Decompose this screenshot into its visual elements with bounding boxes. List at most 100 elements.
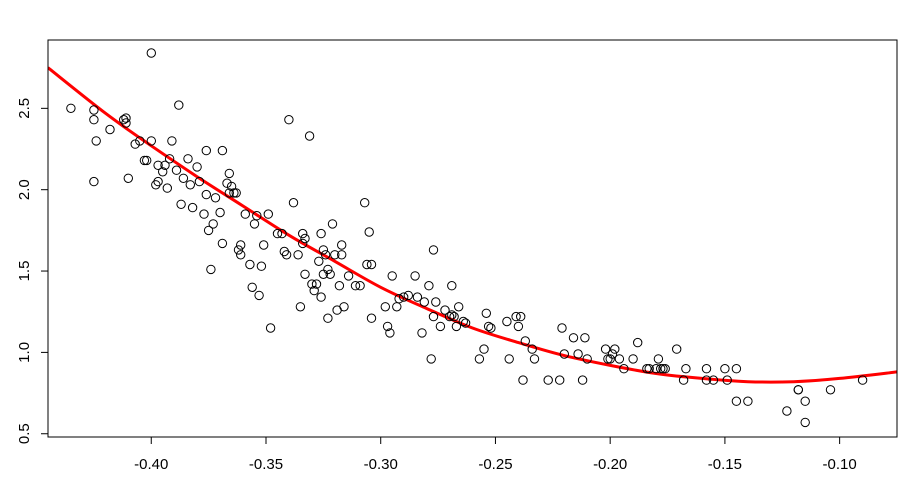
data-point (387, 271, 397, 281)
data-point (233, 245, 244, 255)
data-point (529, 354, 540, 364)
data-point (412, 292, 423, 302)
data-point (520, 336, 530, 346)
data-point (167, 136, 177, 146)
data-point (151, 180, 161, 190)
data-point (394, 294, 404, 304)
data-point (304, 131, 315, 141)
data-point (323, 313, 333, 323)
data-point (142, 155, 152, 166)
data-point (252, 211, 262, 221)
data-point (417, 328, 427, 338)
data-point (325, 269, 335, 279)
data-point (272, 228, 283, 239)
data-point (403, 290, 413, 301)
data-point (231, 188, 241, 198)
data-point (382, 321, 393, 332)
data-point (229, 188, 239, 198)
data-point (449, 311, 459, 322)
y-tick-label: 2.5 (16, 98, 33, 119)
data-point (89, 105, 99, 115)
data-point (316, 292, 326, 302)
data-point (628, 354, 638, 364)
data-point (428, 311, 439, 322)
data-point (447, 281, 457, 291)
data-point (298, 238, 308, 249)
data-point (568, 333, 579, 343)
data-point (454, 302, 464, 312)
x-tick-label: -0.40 (134, 456, 168, 473)
data-point (307, 279, 317, 289)
data-point (355, 281, 365, 291)
data-point (366, 313, 377, 323)
data-point (782, 406, 792, 416)
data-point (236, 250, 246, 260)
data-point (701, 375, 712, 385)
data-point (199, 209, 209, 219)
data-point (731, 364, 742, 374)
data-point (236, 240, 246, 250)
data-point (265, 323, 276, 333)
data-point (451, 321, 462, 332)
y-tick-label: 2.0 (16, 179, 33, 200)
data-point (651, 364, 661, 374)
plot-frame (47, 39, 898, 438)
data-point (139, 155, 150, 166)
data-point (435, 321, 446, 332)
data-point (162, 183, 173, 193)
data-point (183, 154, 193, 164)
data-point (644, 364, 654, 374)
data-point (256, 261, 267, 271)
data-point (210, 193, 221, 203)
data-point (800, 396, 810, 406)
data-point (226, 181, 237, 192)
data-point (158, 167, 168, 177)
data-point (279, 246, 289, 257)
data-point (277, 228, 287, 239)
data-point (259, 240, 269, 250)
data-point (504, 354, 514, 364)
data-point (424, 281, 434, 291)
data-point (314, 256, 324, 266)
data-point (444, 311, 455, 322)
data-point (153, 160, 163, 171)
data-point (656, 364, 666, 374)
data-point (460, 318, 471, 328)
data-point (447, 310, 457, 320)
data-point (486, 323, 496, 333)
data-point (513, 321, 524, 332)
data-point (399, 292, 409, 302)
y-tick-label: 0.5 (16, 423, 33, 444)
data-point (343, 271, 354, 281)
data-point (431, 297, 441, 307)
x-tick-label: -0.20 (593, 456, 627, 473)
data-point (642, 364, 652, 374)
data-point (281, 250, 292, 260)
data-point (171, 165, 182, 175)
data-point (89, 115, 99, 125)
x-tick-label: -0.15 (708, 456, 742, 473)
data-point (555, 375, 565, 385)
data-point (247, 282, 257, 292)
data-point (330, 250, 340, 260)
data-point (392, 302, 402, 312)
data-point (91, 136, 101, 146)
data-point (224, 188, 235, 198)
data-point (857, 375, 868, 385)
data-point (240, 209, 251, 219)
data-point (298, 228, 308, 239)
data-point (793, 385, 803, 395)
data-point (164, 154, 175, 164)
data-point (600, 344, 611, 354)
data-point (284, 115, 294, 125)
data-point (130, 139, 140, 149)
data-point (121, 118, 131, 128)
data-point (527, 344, 537, 354)
data-point (288, 198, 299, 208)
data-point (135, 136, 145, 146)
data-point (224, 168, 235, 179)
data-point (743, 396, 753, 406)
data-point (573, 349, 583, 359)
data-point (334, 281, 345, 291)
